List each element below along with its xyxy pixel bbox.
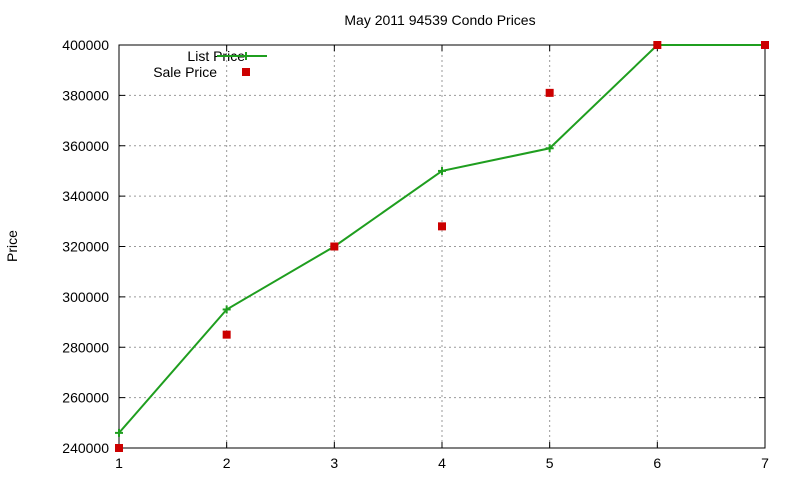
x-tick-label: 2	[223, 455, 231, 471]
legend-marker-sale-price	[242, 68, 250, 76]
sale-price-point	[653, 41, 662, 49]
series-layer	[115, 41, 769, 452]
x-tick-label: 7	[761, 455, 769, 471]
x-tick-label: 6	[653, 455, 661, 471]
x-tick-label: 4	[438, 455, 446, 471]
chart-title: May 2011 94539 Condo Prices	[344, 12, 535, 28]
legend-label-list-price: List Price	[187, 48, 245, 64]
y-tick-label: 280000	[62, 339, 109, 355]
x-tick-label: 5	[546, 455, 554, 471]
list-price-point	[115, 428, 123, 437]
sale-price-point	[330, 242, 339, 251]
y-tick-label: 380000	[62, 87, 109, 103]
y-tick-label: 260000	[62, 390, 109, 406]
y-axis-label: Price	[4, 230, 20, 262]
legend-label-sale-price: Sale Price	[153, 64, 217, 80]
x-tick-label: 3	[330, 455, 338, 471]
x-ticks: 1 2 3 4 5 6 7	[115, 45, 769, 471]
sale-price-point	[545, 88, 554, 97]
y-tick-label: 300000	[62, 289, 109, 305]
sale-price-point	[222, 330, 231, 339]
y-tick-label: 240000	[62, 440, 109, 456]
y-tick-label: 360000	[62, 138, 109, 154]
y-tick-label: 320000	[62, 239, 109, 255]
x-tick-label: 1	[115, 455, 123, 471]
y-tick-label: 400000	[62, 37, 109, 53]
y-ticks: 240000 260000 280000 300000 320000 340000 3600…	[62, 37, 765, 456]
sale-price-point	[438, 222, 446, 231]
sale-price-point	[761, 41, 769, 49]
list-price-point	[438, 166, 446, 175]
grid-lines	[119, 45, 765, 448]
list-price-line	[118, 44, 765, 434]
list-price-point	[222, 305, 231, 314]
sale-price-point	[115, 444, 123, 452]
list-price-point	[545, 144, 554, 153]
y-tick-label: 340000	[62, 188, 109, 204]
